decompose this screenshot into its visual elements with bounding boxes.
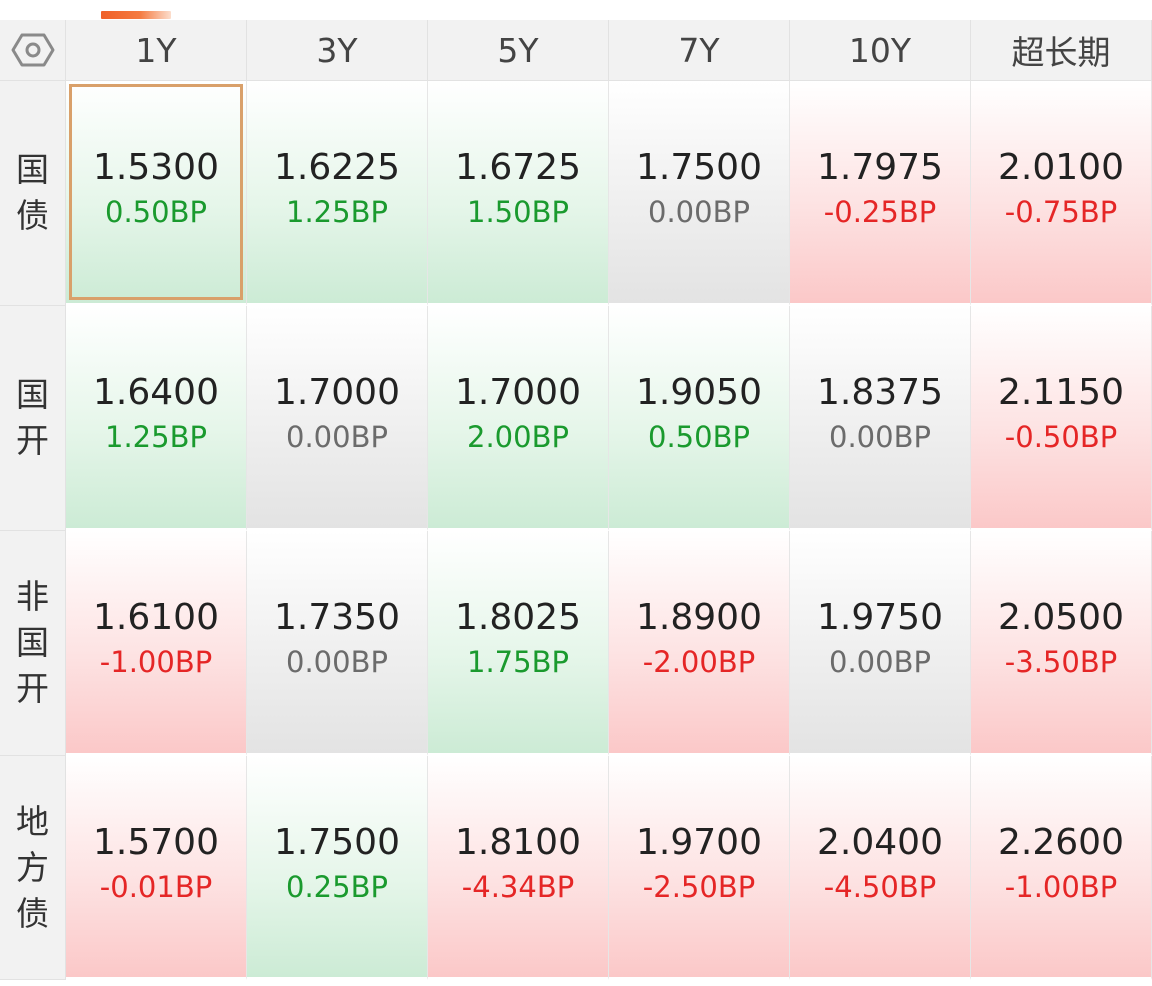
- quote-cell[interactable]: 1.8025 1.75BP: [428, 531, 609, 756]
- bp-change: -3.50BP: [1004, 645, 1118, 679]
- yield-value: 1.9700: [636, 821, 762, 863]
- quote-cell[interactable]: 1.7500 0.00BP: [609, 81, 790, 306]
- quote-cell[interactable]: 1.5700 -0.01BP: [66, 756, 247, 980]
- quote-cell[interactable]: 2.0400 -4.50BP: [790, 756, 971, 980]
- quote-cell[interactable]: 2.2600 -1.00BP: [971, 756, 1152, 980]
- bp-change: 1.25BP: [105, 420, 207, 454]
- yield-value: 1.6100: [93, 597, 219, 638]
- yield-value: 1.7000: [274, 372, 400, 413]
- row-label-local-gov[interactable]: 地方债: [0, 756, 66, 980]
- bp-change: 0.00BP: [648, 195, 750, 229]
- yield-value: 2.2600: [998, 821, 1124, 863]
- bp-change: -0.50BP: [1004, 420, 1118, 454]
- column-header-1y[interactable]: 1Y: [66, 20, 247, 81]
- quote-cell[interactable]: 1.7975 -0.25BP: [790, 81, 971, 306]
- quote-cell[interactable]: 1.6400 1.25BP: [66, 306, 247, 531]
- quote-cell[interactable]: 1.8900 -2.00BP: [609, 531, 790, 756]
- yield-value: 1.8900: [636, 597, 762, 638]
- quote-cell[interactable]: 1.6725 1.50BP: [428, 81, 609, 306]
- bp-change: -4.50BP: [823, 869, 937, 904]
- row-label-non-cdb-policy[interactable]: 非国开: [0, 531, 66, 756]
- yield-value: 1.9050: [636, 372, 762, 413]
- quote-cell[interactable]: 1.8375 0.00BP: [790, 306, 971, 531]
- column-header-3y[interactable]: 3Y: [247, 20, 428, 81]
- column-header-ultra-long[interactable]: 超长期: [971, 20, 1152, 81]
- yield-value: 1.7975: [817, 147, 943, 188]
- row-label-text: 非国开: [16, 577, 49, 708]
- yield-value: 1.7350: [274, 597, 400, 638]
- yield-value: 1.5700: [93, 821, 219, 863]
- bp-change: 1.50BP: [467, 195, 569, 229]
- column-header-5y[interactable]: 5Y: [428, 20, 609, 81]
- bp-change: 0.00BP: [829, 645, 931, 679]
- bp-change: 1.75BP: [467, 645, 569, 679]
- column-header-7y[interactable]: 7Y: [609, 20, 790, 81]
- quote-cell[interactable]: 1.7500 0.25BP: [247, 756, 428, 980]
- quote-cell[interactable]: 2.0500 -3.50BP: [971, 531, 1152, 756]
- yield-value: 1.7500: [274, 821, 400, 863]
- bp-change: 2.00BP: [467, 420, 569, 454]
- quote-cell[interactable]: 1.7000 0.00BP: [247, 306, 428, 531]
- bp-change: 0.00BP: [829, 420, 931, 454]
- bp-change: 0.50BP: [105, 195, 207, 229]
- row-label-treasury[interactable]: 国债: [0, 81, 66, 306]
- bp-change: 1.25BP: [286, 195, 388, 229]
- yield-value: 1.6400: [93, 372, 219, 413]
- quote-cell[interactable]: 1.6100 -1.00BP: [66, 531, 247, 756]
- quote-cell[interactable]: 1.7350 0.00BP: [247, 531, 428, 756]
- quote-cell[interactable]: 1.6225 1.25BP: [247, 81, 428, 306]
- settings-button[interactable]: [0, 20, 66, 81]
- yield-grid: 1Y 3Y 5Y 7Y 10Y 超长期 国债 1.5300 0.50BP 1.6225…: [0, 20, 1152, 980]
- bp-change: 0.25BP: [286, 869, 388, 904]
- column-header-10y[interactable]: 10Y: [790, 20, 971, 81]
- bp-change: -0.75BP: [1004, 195, 1118, 229]
- row-label-cdb[interactable]: 国开: [0, 306, 66, 531]
- quote-cell[interactable]: 1.9700 -2.50BP: [609, 756, 790, 980]
- yield-value: 1.7500: [636, 147, 762, 188]
- quote-cell[interactable]: 2.0100 -0.75BP: [971, 81, 1152, 306]
- bp-change: -2.50BP: [642, 869, 756, 904]
- quote-cell[interactable]: 1.9050 0.50BP: [609, 306, 790, 531]
- bp-change: -1.00BP: [99, 645, 213, 679]
- yield-value: 2.0400: [817, 821, 943, 863]
- hexagon-settings-icon: [11, 33, 54, 67]
- bp-change: -4.34BP: [461, 869, 575, 904]
- bp-change: -0.25BP: [823, 195, 937, 229]
- quote-cell[interactable]: 2.1150 -0.50BP: [971, 306, 1152, 531]
- yield-value: 1.6725: [455, 147, 581, 188]
- yield-value: 1.8025: [455, 597, 581, 638]
- yield-value: 2.0500: [998, 597, 1124, 638]
- bp-change: 0.00BP: [286, 420, 388, 454]
- quote-cell[interactable]: 1.7000 2.00BP: [428, 306, 609, 531]
- bp-change: 0.50BP: [648, 420, 750, 454]
- quote-cell[interactable]: 1.5300 0.50BP: [66, 81, 247, 306]
- row-label-text: 地方债: [16, 801, 49, 933]
- quote-cell[interactable]: 1.8100 -4.34BP: [428, 756, 609, 980]
- bp-change: -0.01BP: [99, 869, 213, 904]
- active-tab-indicator: [101, 11, 171, 19]
- bp-change: -2.00BP: [642, 645, 756, 679]
- row-label-text: 国债: [16, 150, 49, 235]
- yield-value: 1.8375: [817, 372, 943, 413]
- yield-value: 2.1150: [998, 372, 1124, 413]
- yield-value: 1.9750: [817, 597, 943, 638]
- bp-change: 0.00BP: [286, 645, 388, 679]
- yield-value: 1.6225: [274, 147, 400, 188]
- yield-value: 2.0100: [998, 147, 1124, 188]
- row-label-text: 国开: [16, 375, 49, 460]
- top-tab-strip: [0, 0, 1152, 20]
- quote-cell[interactable]: 1.9750 0.00BP: [790, 531, 971, 756]
- yield-value: 1.5300: [93, 147, 219, 188]
- yield-value: 1.7000: [455, 372, 581, 413]
- yield-value: 1.8100: [455, 821, 581, 863]
- bp-change: -1.00BP: [1004, 869, 1118, 904]
